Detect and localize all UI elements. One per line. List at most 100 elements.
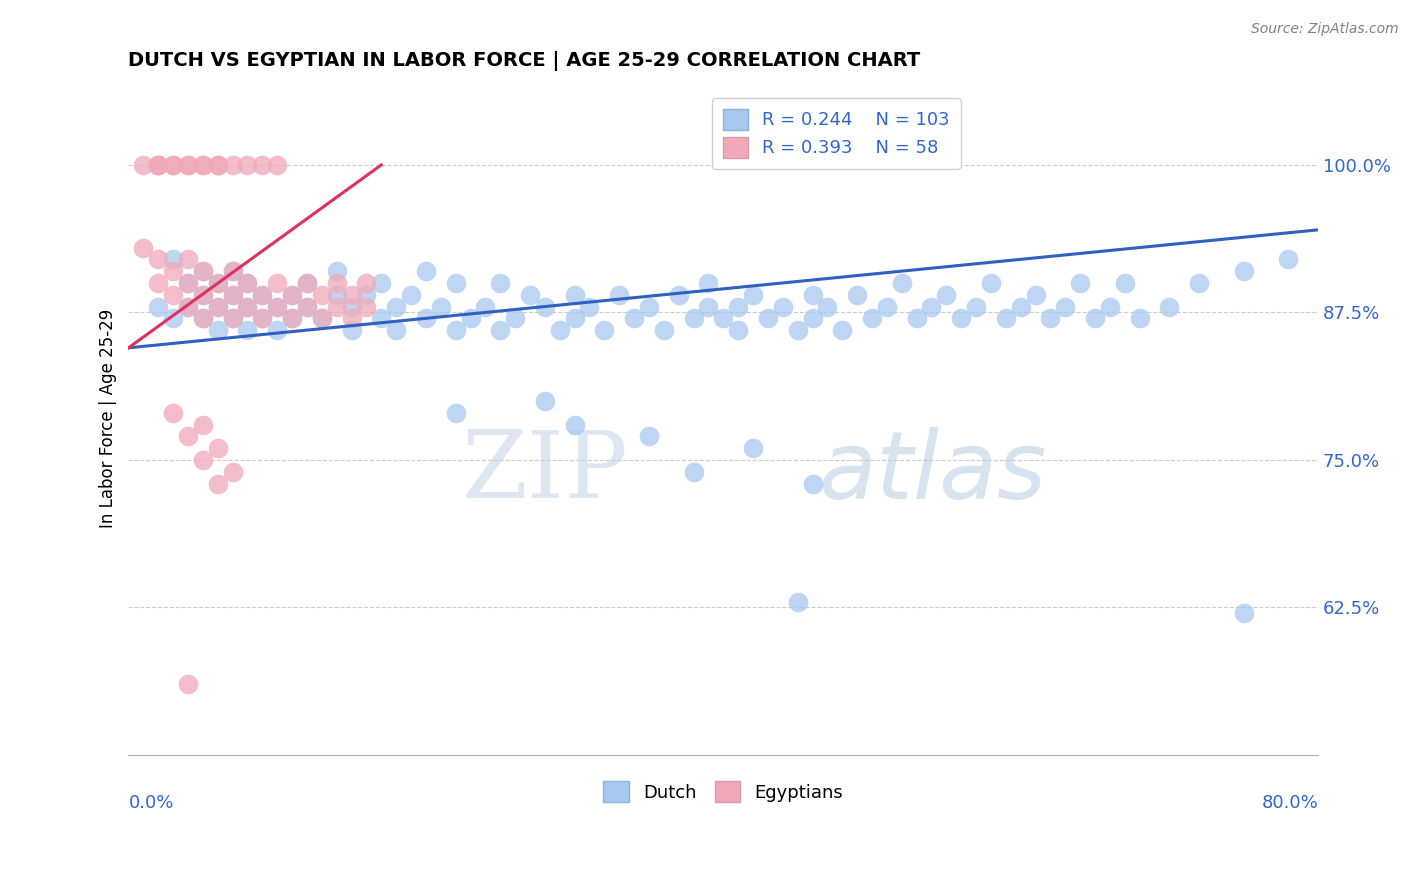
Point: [831, 323, 853, 337]
Text: 0.0%: 0.0%: [128, 794, 174, 812]
Point: [207, 158, 229, 172]
Point: [177, 158, 200, 172]
Point: [1188, 276, 1211, 290]
Point: [415, 264, 437, 278]
Point: [727, 300, 749, 314]
Point: [162, 287, 184, 301]
Point: [236, 158, 259, 172]
Point: [1129, 311, 1152, 326]
Point: [548, 323, 571, 337]
Point: [474, 300, 496, 314]
Point: [905, 311, 928, 326]
Point: [1084, 311, 1107, 326]
Point: [162, 252, 184, 267]
Point: [148, 158, 170, 172]
Point: [132, 241, 155, 255]
Point: [564, 311, 586, 326]
Point: [340, 311, 363, 326]
Point: [252, 287, 274, 301]
Point: [177, 677, 200, 691]
Point: [578, 300, 600, 314]
Point: [281, 311, 304, 326]
Point: [429, 300, 451, 314]
Point: [236, 300, 259, 314]
Point: [1159, 300, 1181, 314]
Point: [444, 276, 467, 290]
Point: [652, 323, 675, 337]
Point: [370, 276, 392, 290]
Point: [340, 323, 363, 337]
Point: [965, 300, 987, 314]
Point: [489, 276, 512, 290]
Point: [623, 311, 645, 326]
Point: [266, 323, 288, 337]
Point: [607, 287, 630, 301]
Point: [846, 287, 869, 301]
Point: [1233, 264, 1256, 278]
Point: [815, 300, 838, 314]
Point: [221, 158, 243, 172]
Point: [132, 158, 155, 172]
Point: [356, 276, 378, 290]
Point: [148, 252, 170, 267]
Text: 80.0%: 80.0%: [1261, 794, 1319, 812]
Point: [221, 264, 243, 278]
Point: [503, 311, 526, 326]
Point: [207, 276, 229, 290]
Point: [399, 287, 422, 301]
Point: [444, 406, 467, 420]
Point: [236, 276, 259, 290]
Point: [177, 276, 200, 290]
Point: [162, 264, 184, 278]
Point: [786, 323, 808, 337]
Point: [340, 300, 363, 314]
Point: [162, 158, 184, 172]
Point: [489, 323, 512, 337]
Y-axis label: In Labor Force | Age 25-29: In Labor Force | Age 25-29: [100, 309, 117, 528]
Point: [252, 158, 274, 172]
Point: [638, 300, 661, 314]
Point: [801, 287, 824, 301]
Point: [207, 441, 229, 455]
Point: [221, 287, 243, 301]
Point: [890, 276, 912, 290]
Text: DUTCH VS EGYPTIAN IN LABOR FORCE | AGE 25-29 CORRELATION CHART: DUTCH VS EGYPTIAN IN LABOR FORCE | AGE 2…: [128, 51, 921, 70]
Point: [221, 264, 243, 278]
Point: [252, 311, 274, 326]
Point: [281, 287, 304, 301]
Text: Source: ZipAtlas.com: Source: ZipAtlas.com: [1251, 22, 1399, 37]
Point: [177, 158, 200, 172]
Point: [340, 287, 363, 301]
Point: [281, 287, 304, 301]
Point: [207, 300, 229, 314]
Point: [772, 300, 794, 314]
Point: [860, 311, 883, 326]
Point: [191, 158, 214, 172]
Point: [370, 311, 392, 326]
Point: [252, 287, 274, 301]
Point: [177, 276, 200, 290]
Point: [356, 300, 378, 314]
Point: [221, 311, 243, 326]
Point: [162, 311, 184, 326]
Point: [162, 406, 184, 420]
Point: [252, 311, 274, 326]
Point: [191, 417, 214, 432]
Point: [1098, 300, 1121, 314]
Point: [311, 287, 333, 301]
Point: [519, 287, 541, 301]
Point: [742, 441, 765, 455]
Point: [207, 300, 229, 314]
Point: [148, 158, 170, 172]
Point: [682, 465, 704, 479]
Point: [1277, 252, 1299, 267]
Point: [236, 276, 259, 290]
Point: [711, 311, 734, 326]
Point: [191, 453, 214, 467]
Point: [534, 300, 557, 314]
Point: [801, 311, 824, 326]
Point: [682, 311, 704, 326]
Point: [207, 276, 229, 290]
Point: [742, 287, 765, 301]
Point: [221, 287, 243, 301]
